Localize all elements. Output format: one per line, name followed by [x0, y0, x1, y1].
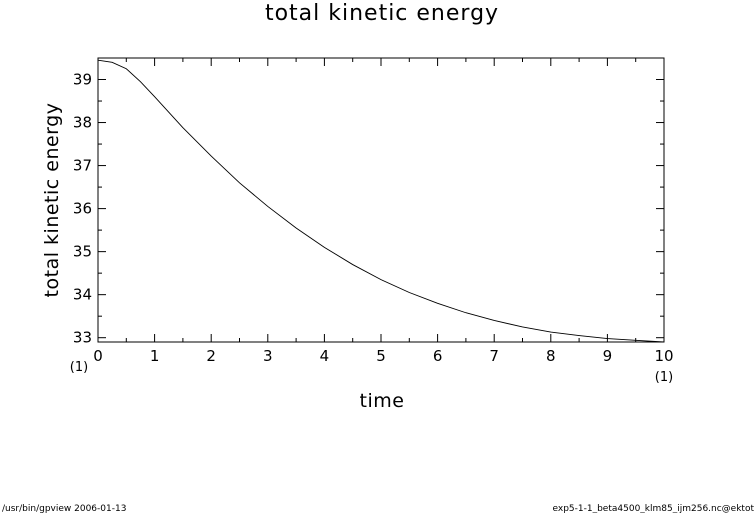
x-axis-tick-labels: 0 1 2 3 4 5 6 7 8 9 10	[93, 347, 673, 365]
x-tick-label: 2	[206, 347, 216, 365]
x-tick-label: 7	[489, 347, 499, 365]
x-tick-label: 8	[546, 347, 556, 365]
y-tick-label: 33	[73, 329, 92, 347]
footer-right: exp5-1-1_beta4500_klm85_ijm256.nc@ektot	[553, 504, 755, 513]
y-axis-tick-labels: 33 34 35 36 37 38 39	[73, 71, 92, 347]
y-tick-label: 36	[73, 200, 92, 218]
x-tick-label: 4	[320, 347, 330, 365]
footer-left: /usr/bin/gpview 2006-01-13	[2, 504, 126, 513]
x-tick-label: 1	[150, 347, 160, 365]
x-axis-label: time	[360, 390, 405, 412]
chart-title: total kinetic energy	[265, 1, 499, 26]
y-axis-ticks	[98, 57, 664, 339]
y-unit-label: (1)	[70, 360, 88, 375]
y-tick-label: 34	[73, 286, 92, 304]
y-tick-label: 37	[73, 157, 92, 175]
kinetic-energy-line	[97, 59, 665, 343]
y-tick-label: 39	[73, 71, 92, 89]
x-axis-ticks	[97, 58, 665, 342]
x-tick-label: 10	[654, 347, 673, 365]
x-tick-label: 5	[376, 347, 386, 365]
x-tick-label: 3	[263, 347, 273, 365]
y-tick-label: 38	[73, 114, 92, 132]
x-tick-label: 9	[603, 347, 613, 365]
plot-frame	[97, 57, 665, 343]
y-axis-label: total kinetic energy	[41, 103, 63, 298]
x-tick-label: 0	[93, 347, 103, 365]
x-unit-label: (1)	[655, 370, 673, 385]
x-tick-label: 6	[433, 347, 443, 365]
y-tick-label: 35	[73, 243, 92, 261]
